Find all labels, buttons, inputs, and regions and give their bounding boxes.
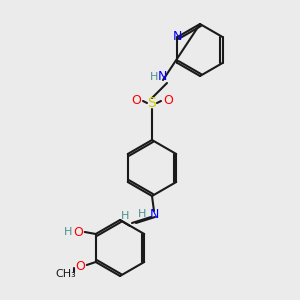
Text: O: O <box>131 94 141 107</box>
Text: O: O <box>75 260 85 272</box>
Text: O: O <box>73 226 83 238</box>
Text: H: H <box>150 72 158 82</box>
Text: N: N <box>157 70 167 83</box>
Text: S: S <box>148 96 156 110</box>
Text: H: H <box>121 211 129 221</box>
Text: CH₃: CH₃ <box>56 269 76 279</box>
Text: O: O <box>163 94 173 107</box>
Text: N: N <box>173 31 182 44</box>
Text: H: H <box>138 209 146 219</box>
Text: H: H <box>64 227 72 237</box>
Text: N: N <box>149 208 159 220</box>
